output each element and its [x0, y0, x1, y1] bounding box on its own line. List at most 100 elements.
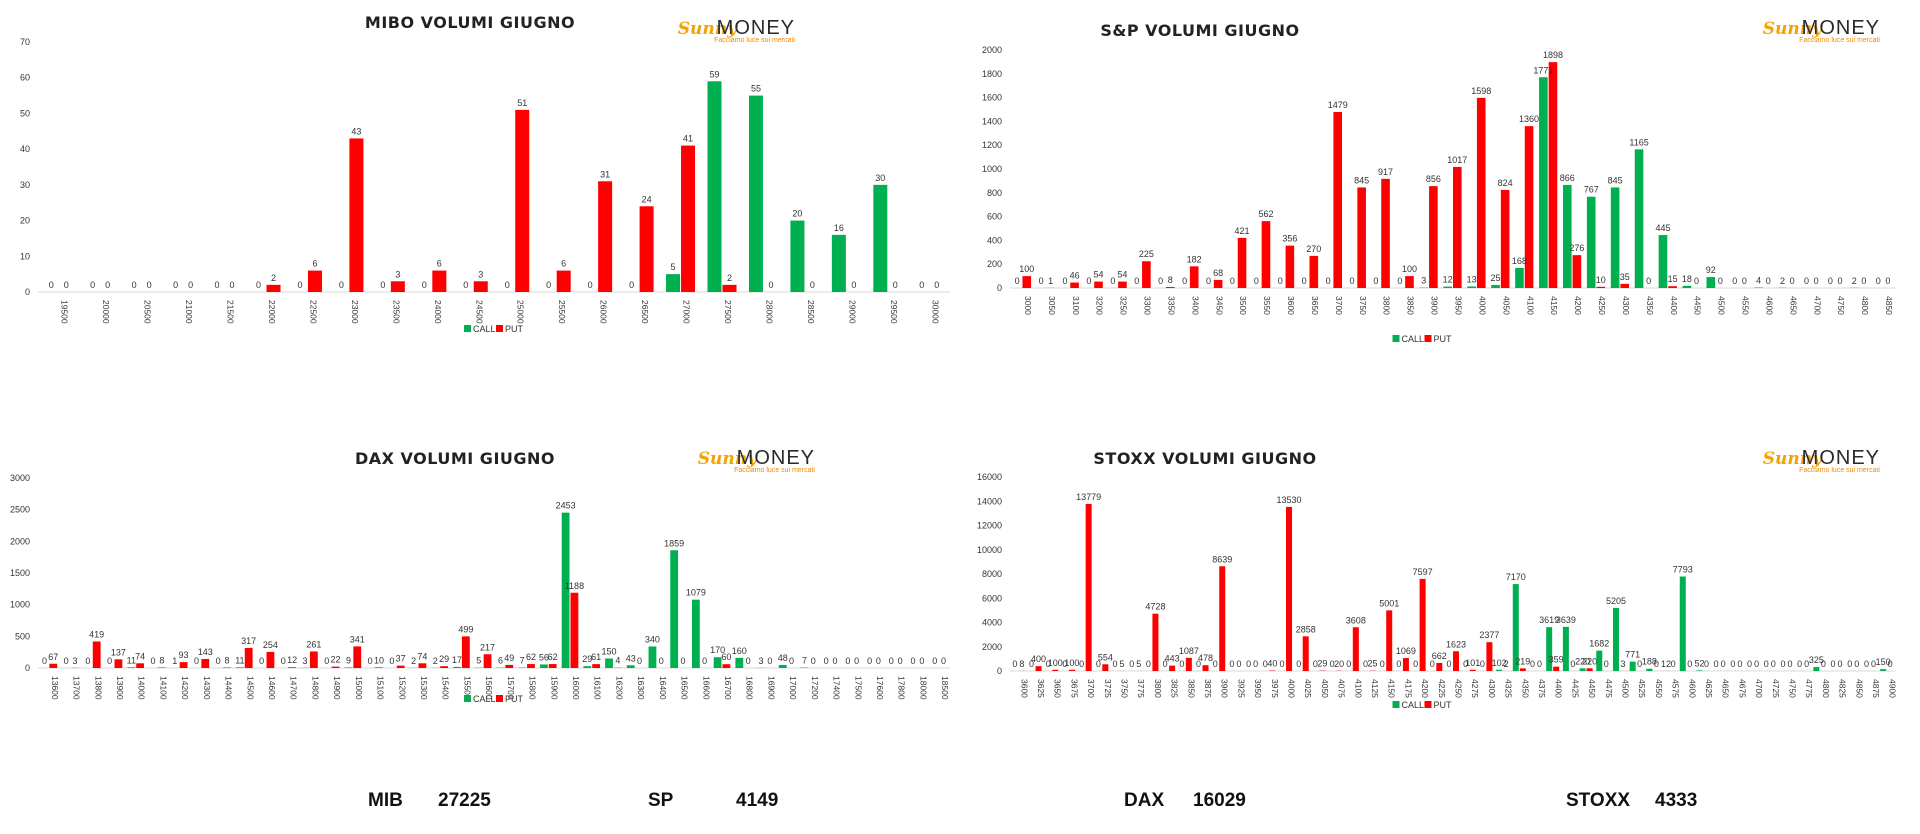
logo-tagline: Facciamo luce sui mercati	[734, 467, 815, 474]
put-bar	[1202, 665, 1209, 671]
call-data-label: 1859	[664, 538, 684, 548]
put-bar	[1094, 281, 1103, 288]
call-data-label: 0	[1029, 659, 1034, 669]
x-tick-label: 15200	[397, 676, 407, 700]
call-data-label: 0	[1062, 276, 1067, 286]
call-bar	[666, 274, 681, 292]
x-tick-label: 3500	[1238, 296, 1248, 315]
put-bar	[331, 666, 340, 668]
put-data-label: 10	[374, 655, 384, 665]
call-data-label: 0	[1196, 659, 1201, 669]
put-data-label: 51	[517, 98, 527, 108]
call-data-label: 0	[216, 656, 221, 666]
put-bar	[1333, 111, 1343, 289]
put-bar	[1152, 613, 1159, 671]
call-data-label: 0	[588, 280, 593, 290]
x-tick-label: 4250	[1597, 296, 1607, 315]
call-data-label: 2	[1780, 276, 1785, 286]
put-bar	[1402, 658, 1409, 671]
legend-put-swatch	[496, 695, 503, 702]
put-data-label: 0	[1754, 659, 1759, 669]
call-data-label: 0	[1086, 276, 1091, 286]
footer-stoxx-label: STOXX	[1566, 790, 1631, 811]
put-data-label: 2	[1504, 659, 1509, 669]
legend-put-label: PUT	[1434, 334, 1453, 344]
call-data-label: 0	[90, 280, 95, 290]
call-data-label: 0	[1876, 276, 1881, 286]
put-data-label: 41	[683, 134, 693, 144]
put-data-label: 0	[1790, 276, 1795, 286]
x-tick-label: 4450	[1587, 679, 1597, 698]
put-data-label: 254	[263, 640, 278, 650]
call-data-label: 2453	[556, 501, 576, 511]
call-data-label: 43	[626, 653, 636, 663]
call-data-label: 7793	[1673, 565, 1693, 575]
call-data-label: 0	[1254, 276, 1259, 286]
call-data-label: 0	[1230, 276, 1235, 286]
put-bar	[1085, 503, 1092, 671]
put-data-label: 0	[898, 656, 903, 666]
put-data-label: 49	[504, 653, 514, 663]
call-bar	[1496, 669, 1503, 671]
put-data-label: 0	[1236, 659, 1241, 669]
put-data-label: 499	[458, 624, 473, 634]
x-tick-label: 3700	[1334, 296, 1344, 315]
put-data-label: 0	[768, 280, 773, 290]
put-data-label: 562	[1258, 209, 1273, 219]
call-data-label: 7	[802, 656, 807, 666]
x-tick-label: 4050	[1320, 679, 1330, 698]
call-bar	[1629, 661, 1636, 671]
x-tick-label: 4000	[1287, 679, 1297, 698]
x-tick-label: 3725	[1103, 679, 1113, 698]
x-tick-label: 17200	[810, 676, 820, 700]
put-bar	[1519, 668, 1526, 671]
call-data-label: 48	[778, 653, 788, 663]
call-data-label: 55	[751, 84, 761, 94]
call-bar	[561, 512, 570, 668]
call-data-label: 0	[1146, 659, 1151, 669]
put-data-label: 2	[271, 273, 276, 283]
call-bar	[539, 664, 548, 668]
y-tick-label: 0	[25, 287, 30, 297]
put-data-label: 40	[1267, 659, 1277, 669]
call-bar	[1679, 576, 1686, 671]
put-bar	[266, 284, 281, 292]
call-data-label: 59	[709, 69, 719, 79]
call-data-label: 0	[339, 280, 344, 290]
x-tick-label: 21500	[226, 300, 236, 324]
x-tick-label: 4775	[1804, 679, 1814, 698]
call-bar	[1682, 285, 1692, 288]
put-data-label: 0	[1742, 276, 1747, 286]
call-data-label: 0	[1213, 659, 1218, 669]
call-bar	[1579, 668, 1586, 671]
x-tick-label: 17500	[853, 676, 863, 700]
put-data-label: 0	[1737, 659, 1742, 669]
put-bar	[288, 667, 297, 668]
x-tick-label: 30000	[930, 300, 940, 324]
x-tick-label: 4850	[1884, 296, 1894, 315]
chart-legend: CALL PUT	[464, 694, 524, 704]
legend-put-swatch	[496, 325, 503, 332]
y-tick-label: 3000	[10, 473, 30, 483]
put-data-label: 54	[1094, 270, 1104, 280]
x-tick-label: 16000	[571, 676, 581, 700]
put-data-label: 8	[224, 655, 229, 665]
call-bar	[1696, 670, 1703, 671]
put-data-label: 917	[1378, 167, 1393, 177]
call-data-label: 0	[1046, 659, 1051, 669]
x-tick-label: 18000	[918, 676, 928, 700]
x-tick-label: 28000	[764, 300, 774, 324]
x-tick-label: 13600	[50, 676, 60, 700]
x-tick-label: 4850	[1854, 679, 1864, 698]
call-bar	[1539, 77, 1548, 288]
call-data-label: 445	[1655, 223, 1670, 233]
put-data-label: 93	[179, 650, 189, 660]
put-bar	[309, 651, 318, 668]
x-tick-label: 15400	[441, 676, 451, 700]
call-data-label: 0	[1158, 276, 1163, 286]
put-data-label: 0	[1854, 659, 1859, 669]
x-tick-label: 14900	[332, 676, 342, 700]
call-data-label: 0	[1797, 659, 1802, 669]
